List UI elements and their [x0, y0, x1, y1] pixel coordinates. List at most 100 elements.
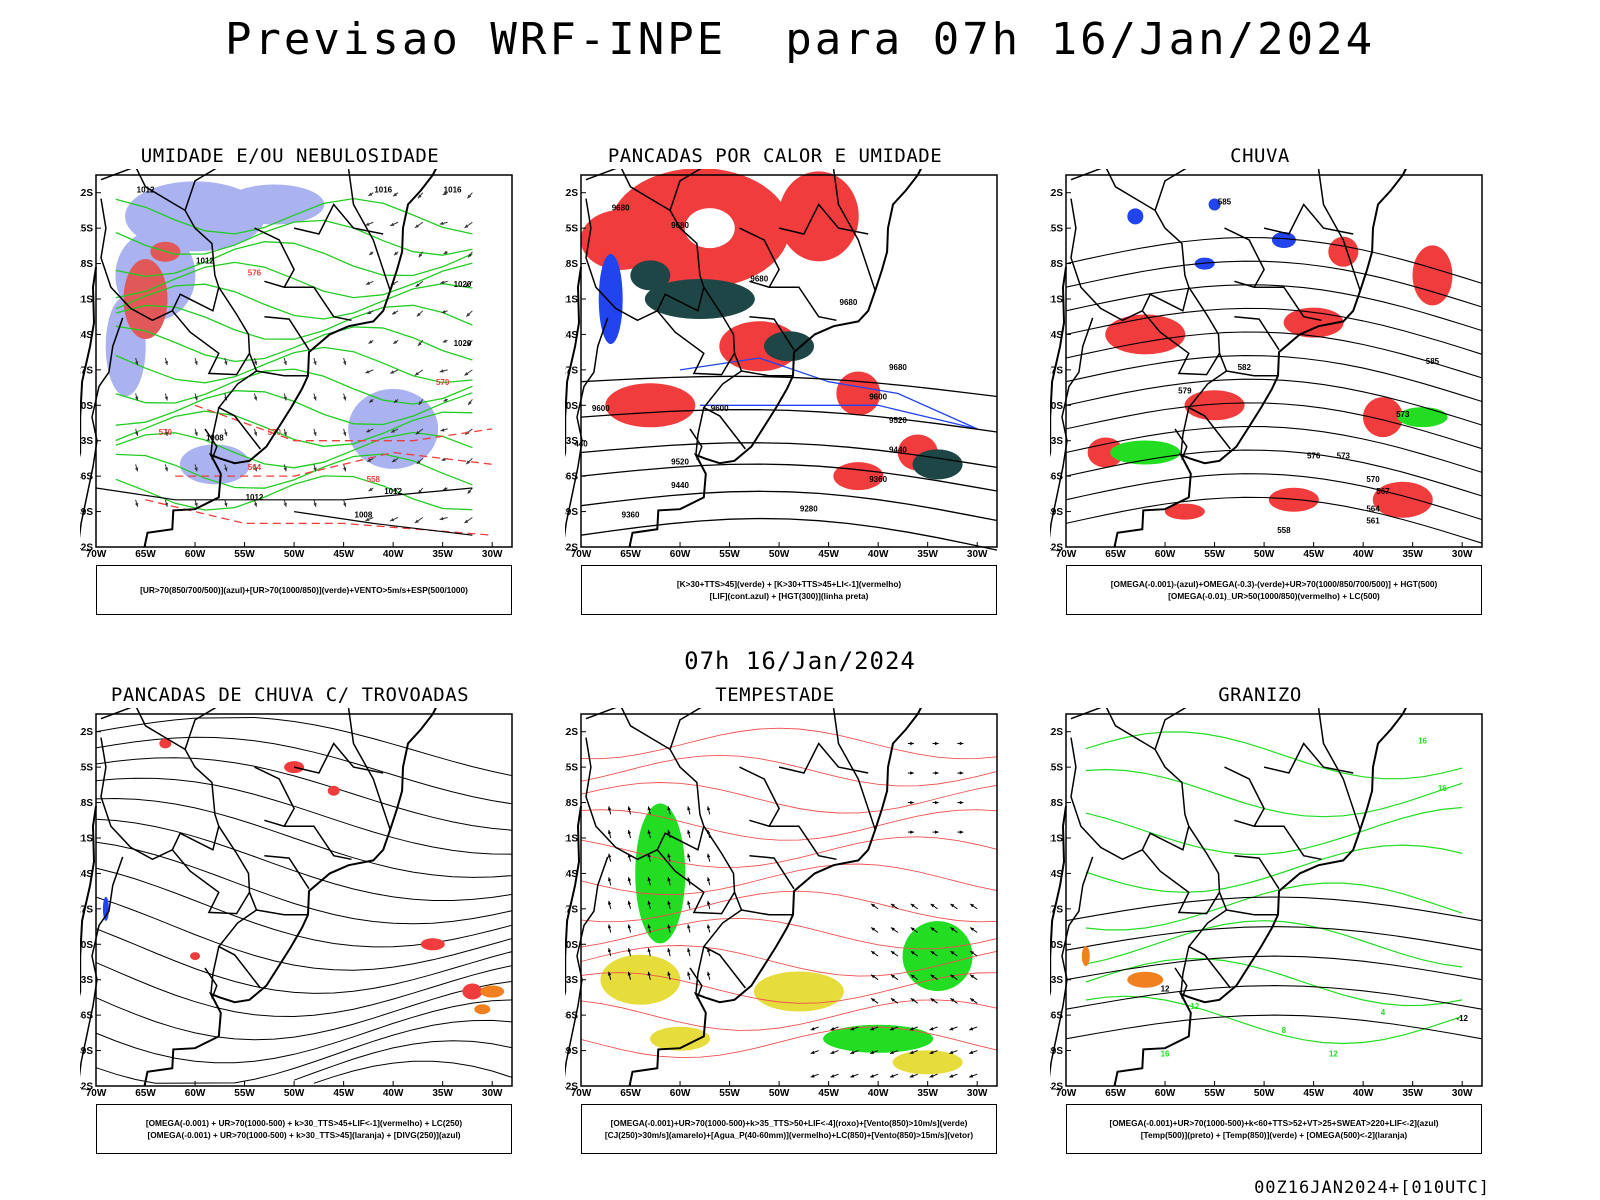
vector-head [607, 971, 612, 976]
temp850-contour [1085, 806, 1463, 855]
vector-head [390, 222, 395, 226]
lat-label: 27S [80, 904, 93, 915]
lat-label: 39S [1050, 1046, 1063, 1057]
lat-label: 33S [80, 436, 93, 447]
vector-head [910, 741, 914, 746]
contour-label: 1020 [454, 339, 472, 348]
coastline-atlantic [628, 169, 922, 548]
vector-head [850, 1027, 855, 1031]
vector-head [366, 429, 371, 433]
lat-label: 33S [565, 436, 578, 447]
contour-label: 9440 [889, 446, 907, 455]
vector-head [871, 974, 876, 979]
lat-label: 18S [80, 259, 93, 270]
streamline [95, 896, 513, 971]
contour-label: 573 [1337, 451, 1351, 460]
border-line [1141, 286, 1221, 376]
moisture-red-area [123, 259, 168, 339]
lat-label: 36S [80, 472, 93, 483]
lc850-contour [580, 754, 998, 787]
vector-head [687, 948, 691, 953]
instability-teal-area [912, 449, 963, 480]
vector-head [607, 948, 612, 953]
border-line [1180, 407, 1190, 455]
border-line [217, 892, 261, 989]
vector-head [391, 458, 396, 462]
lat-label: 15S [565, 763, 578, 774]
border-line [171, 286, 251, 376]
lat-label: 12S [1050, 188, 1063, 199]
vector-head [313, 502, 317, 507]
legend-line: [K>30+TTS>45](verde) + [K>30+TTS>45+LI<-… [676, 579, 902, 589]
lon-label: 60W [670, 1088, 691, 1099]
lon-label: 60W [1155, 1088, 1176, 1099]
rain-blue-area [1208, 198, 1221, 211]
border-line [1234, 280, 1322, 322]
contour-label: 9680 [840, 298, 858, 307]
vector-head [871, 903, 876, 908]
thunder-red-area [190, 952, 201, 961]
temp850-contour [1085, 958, 1463, 1007]
humidity-green-contour [115, 410, 473, 447]
rain-red-area [1362, 397, 1403, 438]
jet-yellow-area [600, 954, 681, 1005]
lon-label: 60W [185, 1088, 206, 1099]
lon-label: 70W [571, 549, 592, 560]
contour-label: 1008 [355, 510, 373, 519]
contour-label: 9600 [592, 404, 610, 413]
vector-head [253, 396, 258, 401]
vector-head [706, 853, 711, 858]
lon-label: 40W [868, 1088, 889, 1099]
vector-head [871, 927, 876, 931]
hgt500-contour [1065, 307, 1483, 355]
vector-head [164, 361, 169, 366]
plot-frame [1065, 174, 1483, 548]
humidity-green-contour [115, 431, 473, 469]
vector-head [667, 948, 671, 953]
lon-label: 60W [1155, 549, 1176, 560]
coastline-atlantic [143, 169, 437, 548]
map-humidity: 1012 1012 1012 1012 1016 1016 1020 1020 1008 1008… [80, 169, 513, 560]
vector-head [414, 519, 419, 524]
omega-orange-area [1081, 946, 1090, 967]
vector-head [890, 903, 895, 908]
lat-label: 15S [80, 224, 93, 235]
vector-head [390, 429, 395, 433]
coastline-pacific [565, 266, 582, 458]
lat-label: 24S [80, 330, 93, 341]
lon-label: 35W [1402, 549, 1423, 560]
hgt-contour [580, 442, 998, 469]
border-line [695, 407, 705, 455]
hgt500-contour [1065, 355, 1483, 403]
lon-label: 35W [1402, 1088, 1423, 1099]
vector-head [871, 951, 876, 955]
lon-label: 45W [333, 549, 354, 560]
contour-label: 16 [1161, 1049, 1170, 1058]
thickness-dashed-contour [175, 451, 493, 477]
vector-head [467, 342, 472, 347]
vector-head [910, 927, 915, 931]
vector-head [313, 431, 317, 436]
lc850-contour [580, 890, 998, 923]
lat-label: 21S [1050, 834, 1063, 845]
lon-label: 35W [432, 549, 453, 560]
vector-head [667, 971, 671, 976]
lon-label: 65W [1105, 549, 1126, 560]
vector-head [910, 903, 915, 908]
contour-label: 576 [1307, 451, 1321, 460]
vector-head [441, 457, 446, 461]
vector-head [627, 971, 632, 976]
lon-label: 55W [1204, 549, 1225, 560]
border-line [264, 280, 352, 322]
instability-teal-area [630, 260, 671, 291]
border-line [585, 169, 705, 288]
vector-head [418, 342, 422, 346]
vector-head [889, 1027, 894, 1031]
border-line [1070, 198, 1190, 322]
contour-label: 9680 [889, 363, 907, 372]
contour-label: 558 [1277, 526, 1291, 535]
streamline [95, 928, 513, 994]
plot-frame [580, 713, 998, 1087]
contour-label: 582 [1238, 363, 1252, 372]
clear-area [616, 324, 645, 369]
